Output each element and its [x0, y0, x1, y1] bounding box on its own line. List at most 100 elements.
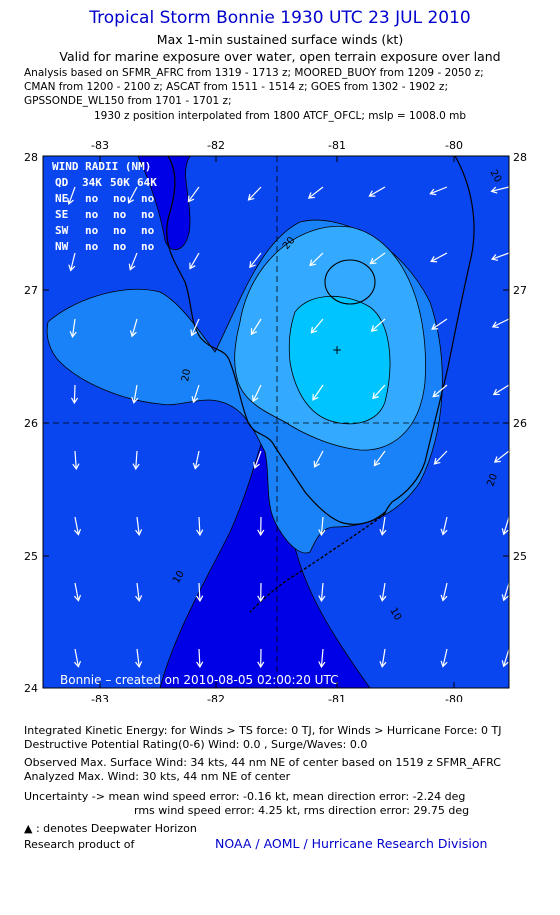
wind-vector-head [310, 326, 318, 334]
wind-vector-head [379, 660, 387, 668]
wind-vector [136, 582, 140, 601]
wind-vector [442, 648, 448, 667]
wind-vector [187, 186, 200, 202]
wind-vector-head [196, 595, 204, 603]
wind-vector [191, 318, 200, 336]
wind-vector [491, 186, 509, 192]
wind-vector-head [253, 461, 260, 470]
wind-vector [198, 582, 201, 602]
lat-tick-right: 26 [513, 417, 527, 430]
lat-tick-left: 27 [24, 284, 38, 297]
contour-label: 20 [485, 472, 500, 488]
wind-vector [250, 318, 262, 335]
wind-vector-head [493, 456, 501, 463]
wind-vector-head [368, 190, 376, 197]
lat-tick-right: 28 [513, 151, 527, 164]
wind-vector-head [72, 463, 80, 471]
wind-vector [320, 516, 324, 535]
wind-vector [373, 450, 386, 466]
wind-vector-head [372, 392, 379, 400]
wind-vector [309, 252, 324, 266]
deepwater-label: : denotes Deepwater Horizon [35, 822, 197, 835]
wind-vector-head [257, 595, 265, 603]
wind-vector-head [70, 397, 79, 405]
wind-vector [71, 318, 76, 337]
wind-vector [503, 516, 509, 535]
wind-vector-head [432, 390, 440, 398]
analysis-line: GPSSONDE_WL150 from 1701 - 1701 z; [24, 95, 232, 107]
wind-vector [492, 318, 509, 328]
wind-vector-head [129, 330, 137, 338]
wind-vector-head [257, 661, 265, 669]
wind-vector [503, 582, 509, 601]
wind-vector-head [501, 660, 509, 668]
wind-vector [432, 384, 448, 398]
wind-vector-head [318, 595, 326, 603]
uncertainty-line-1: Uncertainty -> mean wind speed error: -0… [24, 790, 466, 803]
wind-field-map: + 20 20 20 20 10 10 WIND RADII (NM) QD 3… [24, 139, 527, 702]
wind-vector-head [501, 528, 509, 536]
contour-label: 20 [180, 368, 193, 382]
wind-vector [371, 318, 386, 332]
wind-vector-head [312, 393, 319, 401]
wind-vector-head [501, 594, 509, 602]
wind-vector-head [430, 255, 438, 263]
validity-note: Valid for marine exposure over water, op… [59, 49, 501, 64]
wind-vector-head [67, 197, 74, 206]
radii-nw-50k: no [113, 240, 127, 253]
wind-vector [308, 186, 324, 199]
radii-header-34k: 34K [82, 176, 102, 189]
wind-vector [249, 252, 262, 268]
wind-radii-table: WIND RADII (NM) QD 34K 50K 64K NE no no … [52, 160, 157, 253]
wind-vector-head [379, 594, 387, 602]
deepwater-icon: ▲ [24, 822, 33, 835]
wind-vector [381, 648, 386, 667]
radii-ne-64k: no [141, 192, 155, 205]
wind-vector-head [127, 196, 135, 204]
wind-vector [310, 318, 324, 334]
wind-vector-head [192, 462, 200, 470]
wind-vector [430, 252, 448, 262]
wind-vector-head [132, 463, 140, 471]
radii-se-34k: no [85, 208, 99, 221]
wind-vector-head [440, 594, 448, 602]
lon-tick-bottom: -83 [91, 693, 109, 702]
wind-vector-head [189, 262, 196, 270]
wind-vector-head [250, 328, 258, 336]
wind-vector [494, 450, 509, 463]
wind-vector-head [191, 396, 199, 404]
wind-vector [74, 450, 77, 469]
band-lt0-north [137, 156, 191, 250]
deepwater-legend: ▲ : denotes Deepwater Horizon [24, 822, 197, 836]
wind-vector [430, 186, 448, 195]
observed-max-line: Observed Max. Surface Wind: 34 kts, 44 n… [24, 756, 501, 769]
wind-vector [372, 384, 386, 399]
lon-tick-top: -83 [91, 139, 109, 152]
wind-vector-head [249, 261, 256, 269]
position-note: 1930 z position interpolated from 1800 A… [93, 110, 467, 122]
wind-vector-head [318, 529, 326, 537]
wind-vector-head [431, 323, 439, 330]
wind-vector-head [128, 263, 136, 271]
lat-tick-right: 27 [513, 284, 527, 297]
coastline-west [166, 156, 386, 525]
wind-vector [133, 384, 138, 403]
wind-vector [431, 318, 448, 330]
wind-vector [73, 384, 76, 404]
wind-vector [320, 582, 324, 601]
lat-tick-left: 24 [24, 682, 38, 695]
lat-tick-right: 25 [513, 550, 527, 563]
wind-vector [198, 516, 201, 536]
wind-vector [434, 450, 448, 465]
lat-tick-left: 28 [24, 151, 38, 164]
wind-vector-head [190, 329, 197, 337]
wind-vector-head [429, 188, 437, 196]
radii-header-quad: QD [55, 176, 69, 189]
wind-vector-head [309, 259, 317, 267]
wind-vector-head [135, 595, 143, 603]
radii-nw-quad: NW [55, 240, 69, 253]
wind-vector [68, 186, 76, 205]
wind-vector-head [492, 388, 500, 396]
radii-ne-50k: no [113, 192, 127, 205]
analyzed-max-line: Analyzed Max. Wind: 30 kts, 44 nm NE of … [24, 770, 291, 783]
